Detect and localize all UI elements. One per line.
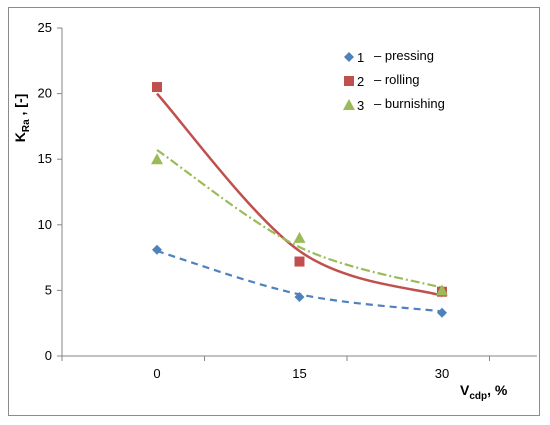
chart-frame — [8, 7, 540, 416]
y-tick-label: 10 — [38, 217, 52, 232]
legend-marker-rolling — [344, 76, 354, 86]
data-point-burnishing — [151, 153, 163, 165]
x-axis-label-main: V — [460, 382, 470, 398]
legend-label-rolling: – rolling — [374, 72, 420, 87]
data-point-pressing — [437, 307, 447, 318]
tick-labels: 0 5 10 15 20 25 0 15 30 — [38, 20, 450, 381]
legend: 1 – pressing 2 – rolling 3 – burnishing — [343, 48, 445, 113]
data-point-rolling — [152, 82, 162, 93]
legend-marker-pressing — [344, 52, 354, 62]
data-point-pressing — [294, 291, 305, 302]
y-tick-label: 20 — [38, 86, 52, 101]
y-axis-label: KRa , [-] — [12, 94, 32, 143]
axes — [57, 27, 537, 361]
y-axis-label-main: K — [12, 132, 28, 142]
trend-line-rolling — [156, 92, 443, 297]
x-axis-label-sub: cdp — [469, 391, 487, 402]
data-point-burnishing — [436, 284, 448, 296]
y-tick-label: 15 — [38, 151, 52, 166]
x-tick-label: 15 — [292, 366, 306, 381]
x-axis-label-suffix: , % — [487, 382, 508, 398]
data-point-rolling — [294, 256, 305, 267]
data-point-burnishing — [293, 231, 306, 243]
y-tick-label: 25 — [38, 20, 52, 35]
legend-number-burnishing: 3 — [357, 98, 364, 113]
legend-label-pressing: – pressing — [374, 48, 434, 63]
legend-number-rolling: 2 — [357, 74, 364, 89]
data-point-pressing — [152, 244, 162, 255]
x-axis-label: Vcdp, % — [460, 382, 508, 402]
trend-line-burnishing — [156, 149, 443, 289]
legend-number-pressing: 1 — [357, 50, 364, 65]
y-tick-label: 5 — [45, 282, 52, 297]
y-axis-label-sub: Ra — [21, 119, 32, 132]
legend-marker-burnishing — [343, 99, 355, 110]
y-axis-label-suffix: , [-] — [12, 94, 28, 120]
x-tick-label: 30 — [435, 366, 449, 381]
trend-lines — [156, 92, 443, 313]
data-markers — [151, 82, 448, 318]
x-tick-label: 0 — [153, 366, 160, 381]
legend-label-burnishing: – burnishing — [374, 96, 445, 111]
y-tick-label: 0 — [45, 348, 52, 363]
